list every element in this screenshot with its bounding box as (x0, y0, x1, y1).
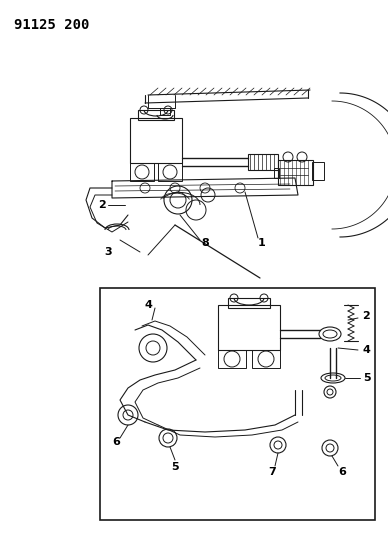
Text: 5: 5 (171, 462, 179, 472)
Text: 2: 2 (98, 200, 106, 210)
Text: 8: 8 (201, 238, 209, 248)
Bar (228, 298, 270, 308)
Bar (138, 110, 174, 120)
Text: 4: 4 (362, 345, 370, 355)
Text: 6: 6 (112, 437, 120, 447)
Bar (248, 154, 278, 170)
Text: 5: 5 (363, 373, 371, 383)
Bar (218, 305, 280, 350)
Bar (130, 163, 154, 181)
Bar (274, 168, 279, 178)
Bar (312, 162, 324, 180)
Text: 6: 6 (338, 467, 346, 477)
Text: 2: 2 (362, 311, 370, 321)
Bar (158, 163, 182, 181)
Bar (278, 160, 313, 185)
Text: 3: 3 (104, 247, 112, 257)
Bar (100, 288, 375, 520)
Bar (252, 350, 280, 368)
Text: 91125 200: 91125 200 (14, 18, 89, 32)
Bar (130, 118, 182, 163)
Bar (218, 350, 246, 368)
Text: 4: 4 (144, 300, 152, 310)
Text: 7: 7 (268, 467, 276, 477)
Text: 1: 1 (258, 238, 266, 248)
